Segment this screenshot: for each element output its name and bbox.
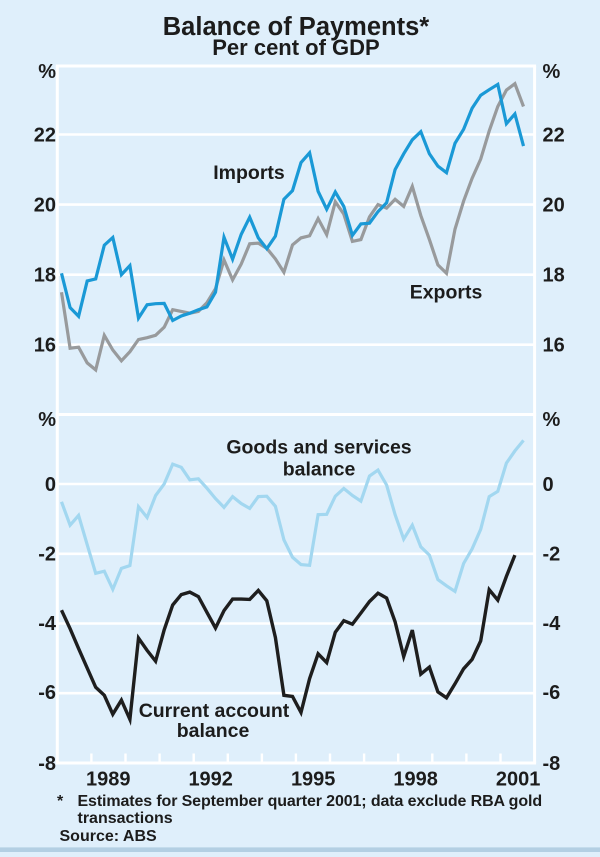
svg-text:balance: balance — [283, 458, 356, 480]
svg-text:Exports: Exports — [410, 282, 483, 304]
svg-text:16: 16 — [543, 335, 565, 357]
svg-text:-6: -6 — [543, 682, 561, 704]
svg-text:0: 0 — [543, 474, 554, 496]
svg-text:0: 0 — [45, 474, 56, 496]
svg-text:22: 22 — [543, 125, 565, 147]
svg-text:Goods and services: Goods and services — [226, 437, 411, 459]
svg-text:1992: 1992 — [188, 769, 233, 791]
svg-text:Per cent of GDP: Per cent of GDP — [212, 35, 379, 60]
svg-text:Imports: Imports — [213, 162, 285, 184]
svg-text:22: 22 — [34, 125, 56, 147]
svg-text:Estimates for September quarte: Estimates for September quarter 2001; da… — [78, 793, 542, 810]
svg-text:*: * — [57, 793, 64, 810]
svg-text:1995: 1995 — [291, 769, 336, 791]
svg-text:transactions: transactions — [78, 810, 173, 827]
svg-text:20: 20 — [34, 194, 56, 216]
svg-text:-6: -6 — [38, 682, 56, 704]
svg-text:18: 18 — [543, 265, 565, 287]
svg-text:-2: -2 — [38, 544, 56, 566]
svg-text:16: 16 — [34, 335, 56, 357]
svg-text:%: % — [543, 61, 561, 83]
svg-text:%: % — [543, 409, 561, 431]
svg-text:Current account: Current account — [139, 700, 290, 722]
svg-text:-2: -2 — [543, 544, 561, 566]
svg-text:-4: -4 — [543, 613, 562, 635]
svg-text:-4: -4 — [38, 613, 57, 635]
svg-text:%: % — [38, 409, 56, 431]
svg-text:balance: balance — [177, 720, 250, 742]
svg-text:1989: 1989 — [86, 769, 131, 791]
svg-text:-8: -8 — [543, 753, 561, 775]
svg-text:2001: 2001 — [496, 769, 541, 791]
svg-text:1998: 1998 — [393, 769, 438, 791]
svg-text:Balance of Payments*: Balance of Payments* — [163, 13, 430, 41]
svg-text:20: 20 — [543, 194, 565, 216]
svg-text:-8: -8 — [38, 753, 56, 775]
svg-text:%: % — [38, 61, 56, 83]
svg-text:Source: ABS: Source: ABS — [60, 828, 158, 845]
svg-text:18: 18 — [34, 265, 56, 287]
